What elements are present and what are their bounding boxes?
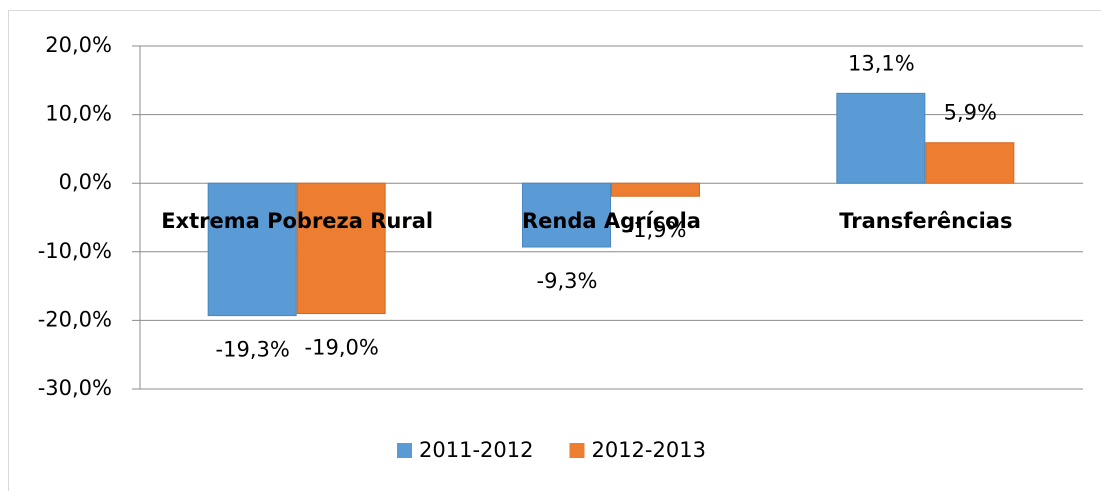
bar	[207, 182, 297, 317]
data-label: -9,3%	[537, 269, 598, 293]
bar	[522, 182, 611, 248]
category-label: Renda Agrícola	[522, 209, 701, 233]
category-label: Extrema Pobreza Rural	[161, 209, 433, 233]
data-label: 13,1%	[848, 51, 915, 75]
data-label: -1,9%	[626, 218, 687, 242]
data-label: -19,0%	[305, 336, 379, 360]
chart-frame	[8, 10, 1101, 491]
legend-swatch	[397, 443, 412, 458]
bar	[611, 182, 700, 197]
y-tick-label: 10,0%	[45, 102, 112, 126]
category-label: Transferências	[839, 209, 1012, 233]
legend-swatch	[569, 443, 585, 458]
data-label: -19,3%	[216, 338, 290, 362]
bar	[925, 142, 1015, 184]
y-tick-label: -20,0%	[38, 307, 112, 331]
y-tick-label: -30,0%	[38, 376, 112, 400]
y-tick-label: -10,0%	[38, 239, 112, 263]
bar	[836, 92, 926, 184]
y-tick-label: 0,0%	[59, 170, 112, 194]
data-label: 5,9%	[944, 101, 997, 125]
legend-label: 2011-2012	[419, 438, 533, 462]
legend-label: 2012-2013	[591, 438, 705, 462]
y-tick-label: 20,0%	[45, 33, 112, 57]
bar	[296, 182, 386, 315]
